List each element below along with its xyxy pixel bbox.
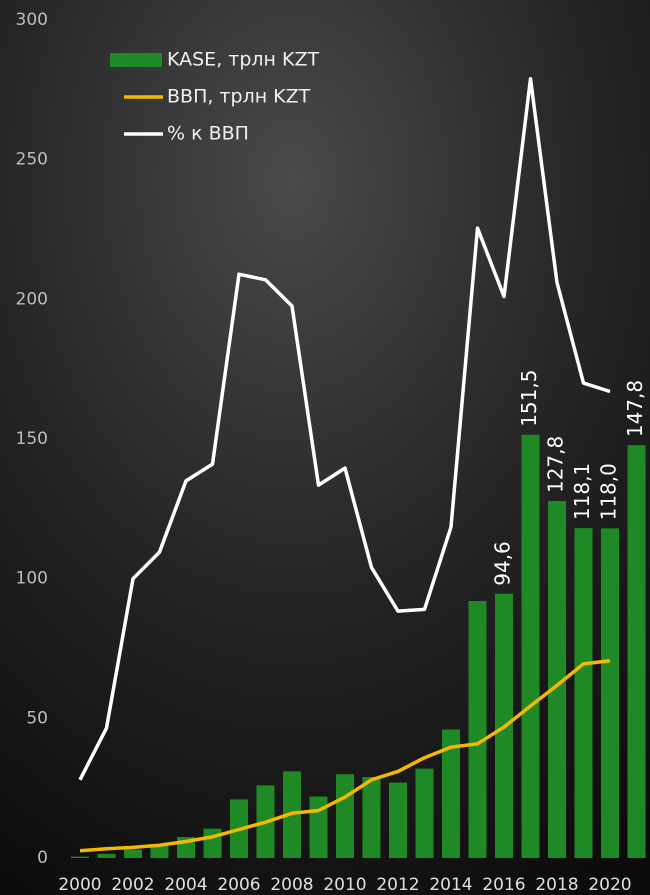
y-tick-label: 0 [37, 848, 48, 868]
x-tick-label: 2006 [217, 875, 260, 895]
legend: KASE, трлн KZT ВВП, трлн KZT % к ВВП [110, 49, 319, 145]
bar [124, 849, 142, 858]
x-tick-label: 2012 [376, 875, 419, 895]
bar [574, 528, 593, 858]
x-tick-label: 2020 [588, 875, 631, 895]
y-tick-label: 50 [26, 708, 48, 728]
bar [362, 776, 381, 858]
line [78, 76, 611, 781]
bar [627, 445, 646, 858]
x-tick-label: 2002 [111, 875, 154, 895]
bar [336, 774, 354, 858]
x-tick-label: 2008 [270, 875, 313, 895]
y-tick-label: 100 [16, 569, 48, 589]
bar [150, 844, 169, 858]
bar [442, 729, 460, 858]
legend-label: ВВП, трлн KZT [167, 86, 311, 108]
y-tick-label: 200 [16, 289, 48, 309]
x-tick-label: 2004 [164, 875, 207, 895]
bar [521, 434, 540, 858]
bar [389, 782, 407, 858]
bar [97, 853, 116, 858]
bar [468, 601, 487, 858]
y-tick-label: 150 [16, 429, 48, 449]
line [79, 659, 611, 853]
value-label: 118,0 [597, 463, 621, 520]
legend-label: % к ВВП [167, 123, 249, 145]
legend-swatch [110, 53, 162, 67]
x-tick-label: 2010 [323, 875, 366, 895]
bar [548, 501, 566, 858]
x-tick-label: 2000 [58, 875, 101, 895]
y-tick-label: 300 [16, 10, 48, 30]
bar [71, 856, 89, 858]
value-label: 94,6 [491, 541, 515, 586]
value-label: 147,8 [623, 380, 647, 437]
y-tick-label: 250 [16, 150, 48, 170]
x-tick-label: 2016 [482, 875, 525, 895]
bar [601, 528, 619, 858]
value-label: 127,8 [544, 436, 568, 493]
bar [415, 768, 434, 858]
value-label: 151,5 [517, 370, 541, 427]
x-tick-label: 2018 [535, 875, 578, 895]
bar [203, 828, 222, 858]
legend-label: KASE, трлн KZT [167, 49, 319, 71]
value-label: 118,1 [570, 463, 594, 520]
x-tick-label: 2014 [429, 875, 472, 895]
